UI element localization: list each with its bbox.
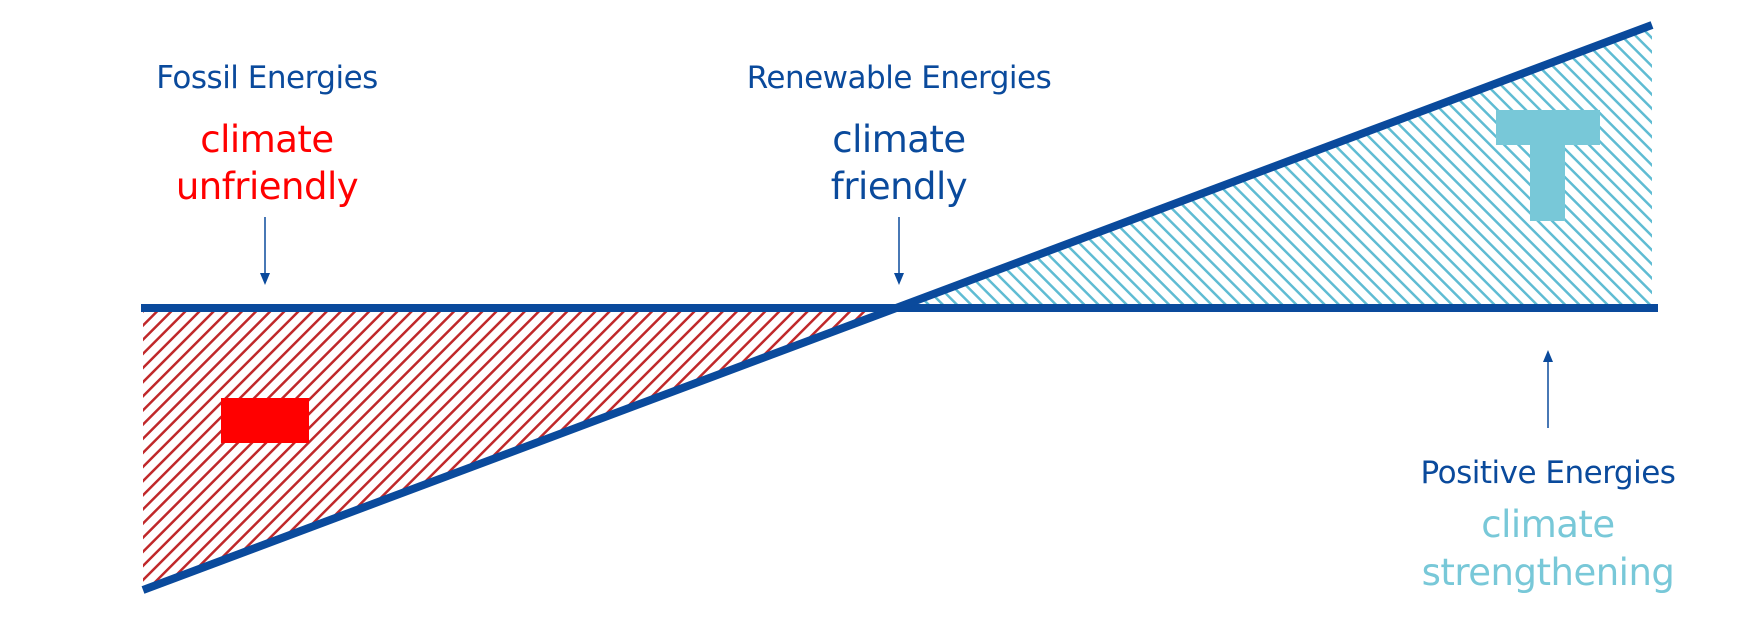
fossil-category-label: Fossil Energies	[156, 60, 378, 96]
fossil-rating-line1: climate	[200, 118, 334, 161]
arrow-up-positive	[1543, 350, 1553, 428]
arrow-down-fossil	[260, 217, 270, 285]
positive-category-label: Positive Energies	[1420, 455, 1676, 491]
renewable-rating-line1: climate	[832, 118, 966, 161]
renewable-rating-line2: friendly	[830, 165, 968, 208]
renewable-category-label: Renewable Energies	[746, 60, 1052, 96]
positive-rating-line2: strengthening	[1421, 551, 1675, 594]
fossil-rating-line2: unfriendly	[175, 165, 359, 208]
minus-icon	[221, 398, 309, 443]
positive-rating-line1: climate	[1481, 503, 1615, 546]
trend-line	[141, 21, 1654, 594]
arrow-down-renewable	[894, 217, 904, 285]
plus-icon	[1496, 110, 1600, 221]
